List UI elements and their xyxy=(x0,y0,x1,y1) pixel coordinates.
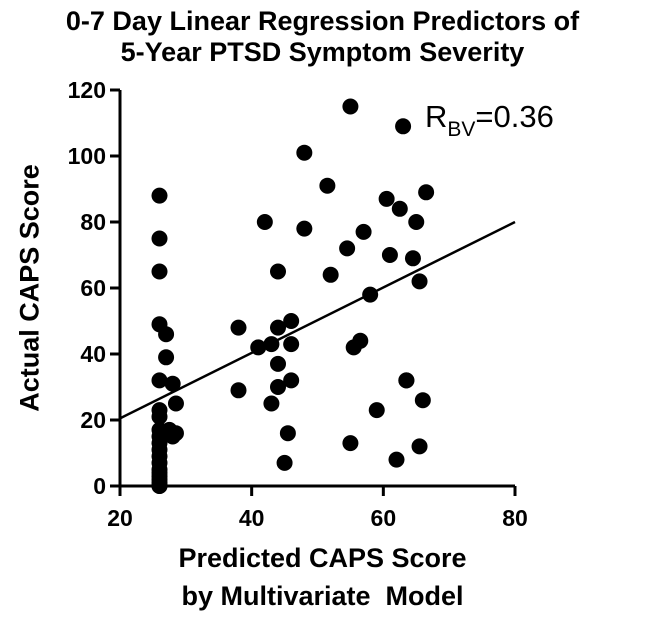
annotation-subscript: BV xyxy=(447,118,475,141)
data-point xyxy=(418,184,435,201)
data-point xyxy=(270,263,286,280)
data-points xyxy=(151,98,435,494)
data-point xyxy=(276,454,293,471)
data-point xyxy=(388,451,405,468)
data-point xyxy=(296,144,313,161)
x-axis-label-line-1: Predicted CAPS Score xyxy=(178,543,467,573)
x-tick-label: 80 xyxy=(502,505,528,531)
data-point xyxy=(158,349,175,366)
data-point xyxy=(296,220,313,237)
data-point xyxy=(279,425,296,442)
data-point xyxy=(151,187,168,204)
data-point xyxy=(270,355,286,372)
data-point xyxy=(270,379,286,395)
data-point xyxy=(414,392,431,409)
data-point xyxy=(230,382,247,399)
x-tick-label: 60 xyxy=(371,505,397,531)
data-point xyxy=(270,319,286,336)
x-tick-label: 20 xyxy=(107,505,133,531)
data-point xyxy=(151,230,168,247)
x-axis-label-line-2: by Multivariate Model xyxy=(181,581,464,611)
chart-title: 0-7 Day Linear Regression Predictors of … xyxy=(0,6,645,68)
data-point xyxy=(339,240,356,257)
annotation-base: R xyxy=(425,99,447,134)
data-point xyxy=(395,118,412,135)
y-tick-label: 40 xyxy=(80,341,106,367)
data-point xyxy=(391,200,408,217)
data-point xyxy=(342,98,359,115)
data-point xyxy=(158,326,175,343)
data-point xyxy=(408,214,425,230)
y-tick-label: 0 xyxy=(93,473,106,499)
data-point xyxy=(352,332,369,349)
x-axis-label: Predicted CAPS Score by Multivariate Mod… xyxy=(0,539,645,615)
rbv-annotation: RBV=0.36 xyxy=(425,99,554,141)
y-tick-label: 120 xyxy=(68,77,106,103)
data-point xyxy=(355,223,372,240)
data-point xyxy=(167,395,184,412)
chart-title-line-2: 5-Year PTSD Symptom Severity xyxy=(120,37,525,67)
chart-title-line-1: 0-7 Day Linear Regression Predictors of xyxy=(65,6,580,36)
data-point xyxy=(398,372,415,389)
data-point xyxy=(378,190,395,207)
y-tick-label: 80 xyxy=(80,209,106,235)
x-tick-label: 40 xyxy=(239,505,265,531)
data-point xyxy=(151,372,168,389)
data-point xyxy=(404,250,421,267)
data-point xyxy=(164,375,181,392)
data-point xyxy=(151,263,168,280)
data-point xyxy=(411,273,428,290)
data-point xyxy=(283,336,300,353)
data-point xyxy=(368,402,385,419)
data-point xyxy=(283,372,300,389)
data-point xyxy=(230,319,247,336)
annotation-value: =0.36 xyxy=(475,99,553,134)
data-point xyxy=(263,395,280,412)
data-point xyxy=(381,247,398,263)
data-point xyxy=(256,214,273,230)
y-tick-label: 100 xyxy=(68,143,106,169)
data-point xyxy=(322,266,339,283)
data-point xyxy=(411,438,428,455)
data-point xyxy=(283,313,300,329)
data-point xyxy=(167,425,184,442)
data-point xyxy=(319,177,336,194)
y-tick-label: 60 xyxy=(80,275,106,301)
y-tick-label: 20 xyxy=(80,407,106,433)
regression-line xyxy=(119,220,516,420)
data-point xyxy=(342,435,359,452)
data-point xyxy=(151,408,168,425)
